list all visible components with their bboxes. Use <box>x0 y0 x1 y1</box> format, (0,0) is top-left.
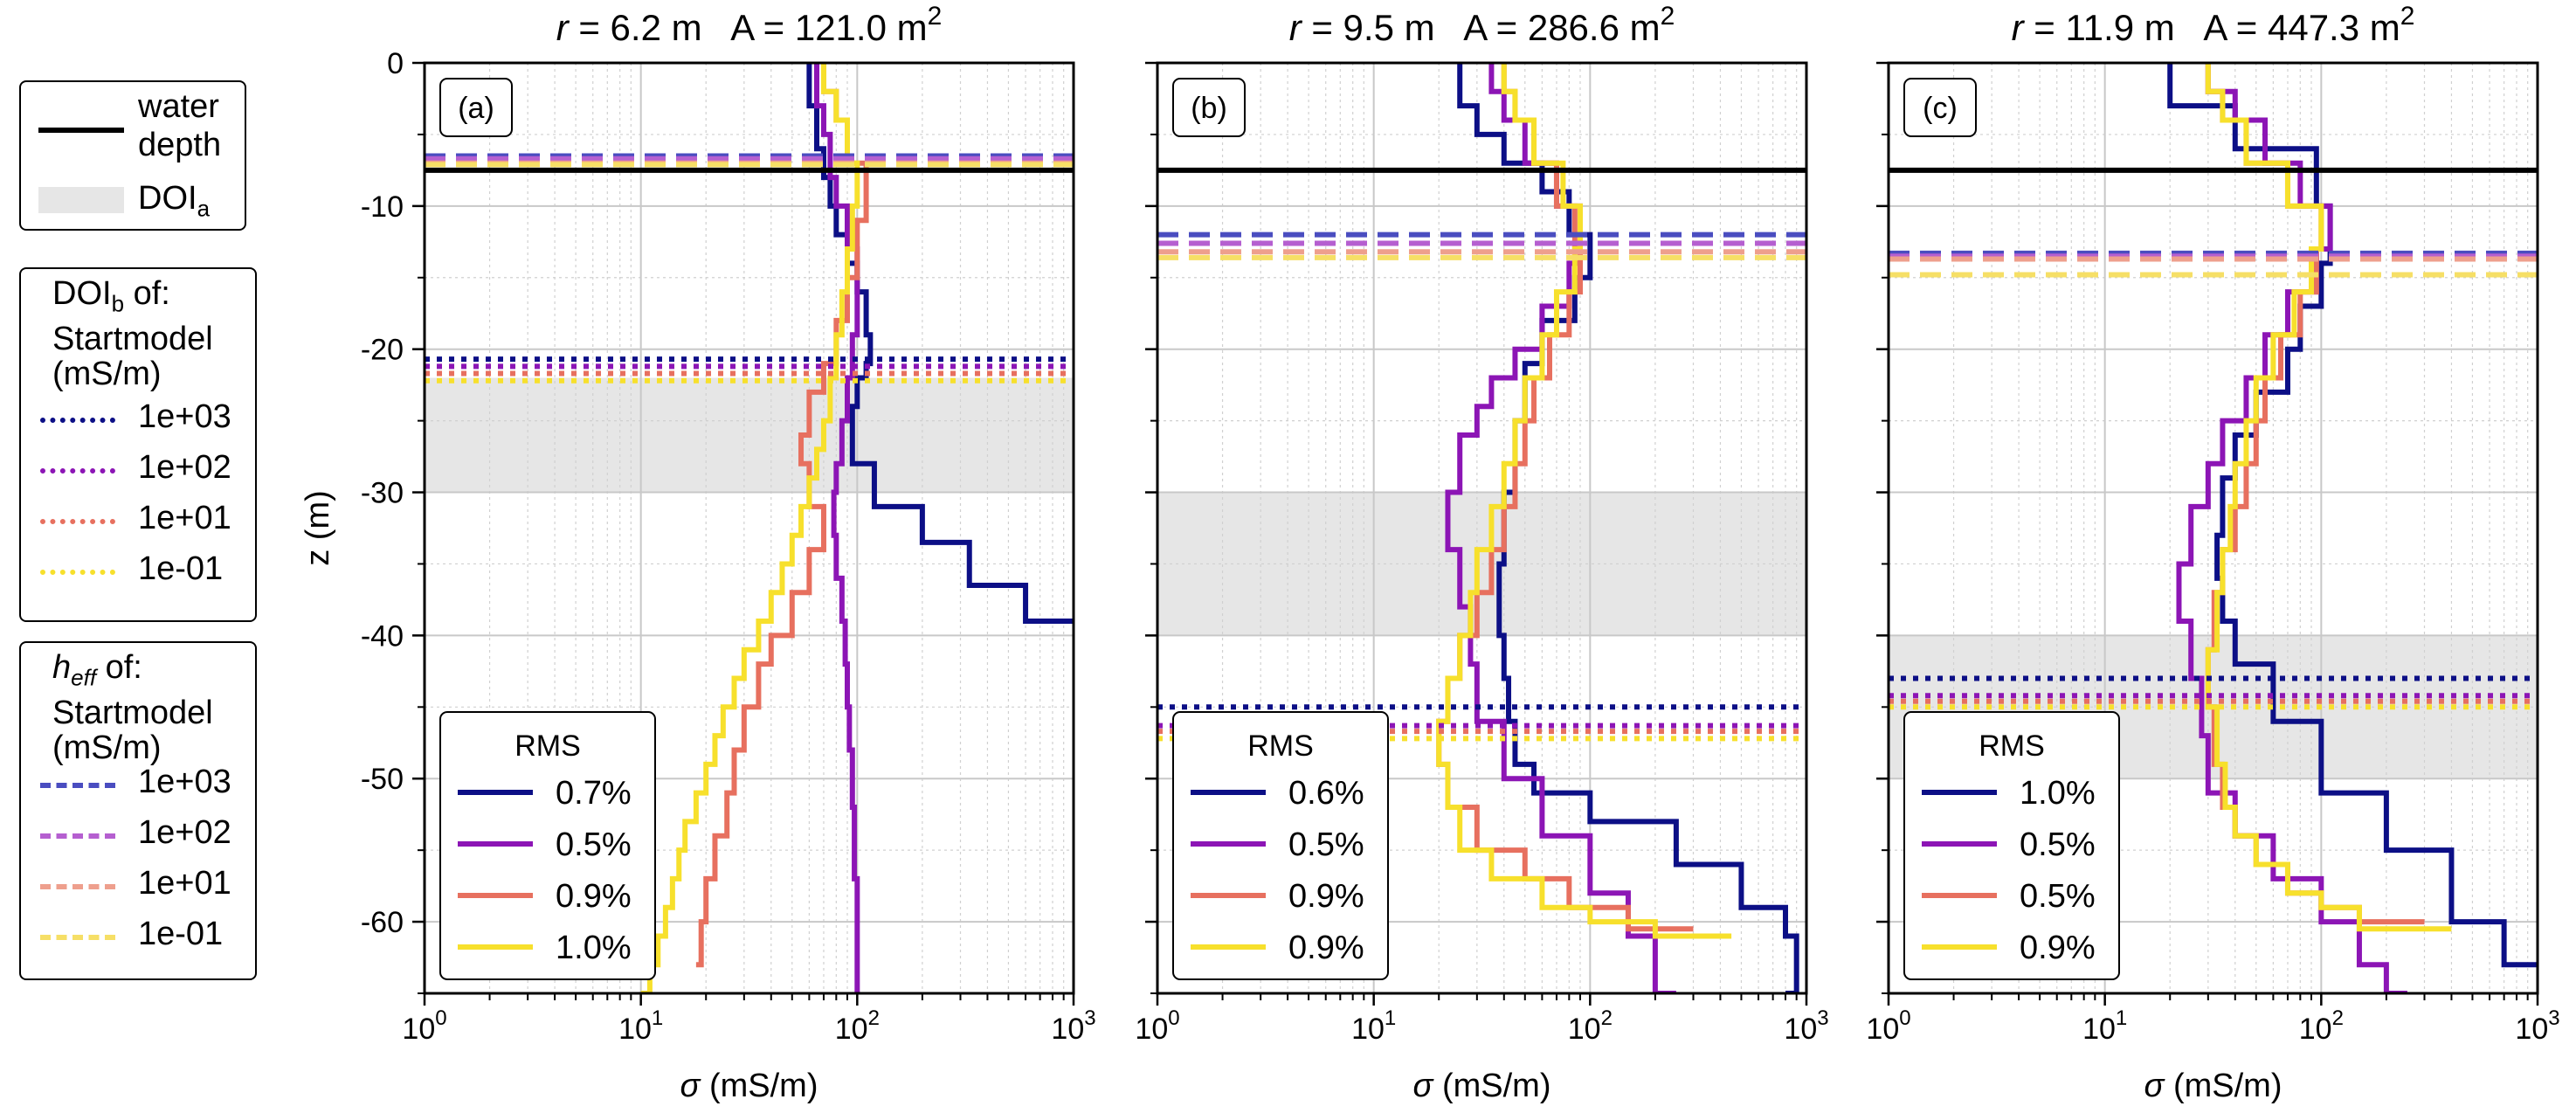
x-axis-label: σ (mS/m) <box>1412 1068 1550 1104</box>
series-line <box>2205 63 2452 932</box>
rms-legend-title: RMS <box>515 729 581 763</box>
panel-label: (b) <box>1191 92 1227 125</box>
doi-a-band <box>425 377 1074 493</box>
x-tick-label: 102 <box>1568 1006 1613 1046</box>
x-tick-label: 103 <box>1051 1006 1095 1046</box>
series-line <box>1457 63 1799 993</box>
water-depth-sample <box>38 128 124 133</box>
y-tick-label: -10 <box>361 190 404 224</box>
rms-legend-value: 1.0% <box>556 930 632 966</box>
rms-legend-value: 1.0% <box>2020 775 2096 812</box>
y-tick-label: 0 <box>387 47 404 80</box>
rms-legend-value: 0.7% <box>556 775 632 812</box>
legend-doi-b: DOIb of: Startmodel (mS/m) 1e+03 1e+02 1… <box>19 267 257 622</box>
x-tick-label: 100 <box>1135 1006 1179 1046</box>
panel-label-box <box>439 78 513 137</box>
plot-area <box>1157 63 1806 993</box>
y-axis-label: z (m) <box>300 490 336 566</box>
x-tick-label: 103 <box>2515 1006 2559 1046</box>
panel-label: (a) <box>458 92 494 125</box>
legend-doi-b-item: 1e-01 <box>21 549 255 592</box>
y-tick-label: -30 <box>361 477 404 510</box>
x-tick-label: 103 <box>1784 1006 1828 1046</box>
doi-a-label: DOIa <box>138 180 211 222</box>
chart-panel: 100 101 102 103 0 -10 -20 -30 -40 -50 -60 σ (mS/m) z… <box>300 2 1096 1104</box>
legend-h-eff-item: 1e+02 <box>21 812 255 856</box>
rms-legend <box>1172 711 1389 980</box>
legend-h-eff-item: 1e+03 <box>21 762 255 805</box>
legend-doi-b-item: 1e+03 <box>21 397 255 440</box>
legend-doi-b-title: DOIb of: Startmodel (mS/m) <box>52 275 213 392</box>
series-line <box>695 63 869 968</box>
axes-frame <box>423 61 1075 995</box>
x-tick-label: 102 <box>835 1006 880 1046</box>
x-axis-label: σ (mS/m) <box>2144 1068 2282 1104</box>
rms-legend-value: 0.5% <box>2020 826 2096 863</box>
x-axis-label: σ (mS/m) <box>680 1068 818 1104</box>
rms-legend <box>1903 711 2120 980</box>
panel-label-box <box>1172 78 1246 137</box>
panel-title: r = 9.5 m A = 286.6 m2 <box>1289 2 1675 48</box>
panel-label-box <box>1903 78 1977 137</box>
x-tick-label: 101 <box>2082 1006 2127 1046</box>
panel-title: r = 6.2 m A = 121.0 m2 <box>556 2 943 48</box>
x-tick-label: 101 <box>618 1006 663 1046</box>
rms-legend <box>439 711 656 980</box>
series-line <box>640 63 860 993</box>
legend-doi-b-item: 1e+01 <box>21 498 255 542</box>
rms-legend-value: 0.9% <box>1288 930 1364 966</box>
chart-panel: 100 101 102 103 σ (mS/m) r = 9.5 m A = 286.6 … <box>1135 2 1828 1104</box>
rms-legend-value: 0.5% <box>556 826 632 863</box>
doi-a-sample <box>38 187 124 213</box>
legend-h-eff-item: 1e-01 <box>21 914 255 958</box>
legend-h-eff-title: heff of: Startmodel (mS/m) <box>52 649 213 766</box>
series-line <box>2176 63 2407 993</box>
series-line <box>1436 63 1732 939</box>
rms-legend-value: 0.5% <box>1288 826 1364 863</box>
y-tick-label: -20 <box>361 334 404 367</box>
y-tick-label: -60 <box>361 906 404 939</box>
plot-area <box>425 63 1074 993</box>
series-line <box>2167 63 2538 968</box>
rms-legend-value: 0.9% <box>2020 930 2096 966</box>
chart-panel: 100 101 102 103 σ (mS/m) r = 11.9 m A = 447.3… <box>1866 2 2559 1104</box>
x-tick-label: 100 <box>402 1006 446 1046</box>
rms-legend-value: 0.6% <box>1288 775 1364 812</box>
panel-label: (c) <box>1923 92 1958 125</box>
x-tick-label: 101 <box>1351 1006 1396 1046</box>
y-tick-label: -40 <box>361 619 404 653</box>
rms-legend-value: 0.9% <box>556 878 632 915</box>
rms-legend-title: RMS <box>1247 729 1314 763</box>
series-line <box>813 63 860 993</box>
rms-legend-value: 0.5% <box>2020 878 2096 915</box>
legend-h-eff: heff of: Startmodel (mS/m) 1e+03 1e+02 1… <box>19 641 257 980</box>
y-tick-label: -50 <box>361 763 404 796</box>
rms-legend-value: 0.9% <box>1288 878 1364 915</box>
water-depth-label: water depth <box>138 88 222 163</box>
axes-frame <box>1156 61 1808 995</box>
axes-frame <box>1887 61 2539 995</box>
x-tick-label: 100 <box>1866 1006 1910 1046</box>
series-line <box>806 63 1074 624</box>
legend-main: water depth DOIa <box>19 80 246 231</box>
panel-title: r = 11.9 m A = 447.3 m2 <box>2012 2 2415 48</box>
rms-legend-title: RMS <box>1979 729 2045 763</box>
legend-h-eff-item: 1e+01 <box>21 863 255 907</box>
legend-doi-b-item: 1e+02 <box>21 447 255 491</box>
x-tick-label: 102 <box>2299 1006 2344 1046</box>
